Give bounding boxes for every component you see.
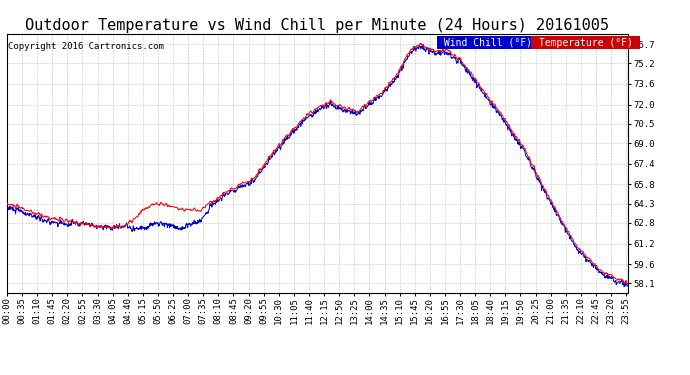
Text: Temperature (°F): Temperature (°F) (533, 38, 639, 48)
Text: Wind Chill (°F): Wind Chill (°F) (439, 38, 538, 48)
Title: Outdoor Temperature vs Wind Chill per Minute (24 Hours) 20161005: Outdoor Temperature vs Wind Chill per Mi… (26, 18, 609, 33)
Text: Copyright 2016 Cartronics.com: Copyright 2016 Cartronics.com (8, 42, 164, 51)
